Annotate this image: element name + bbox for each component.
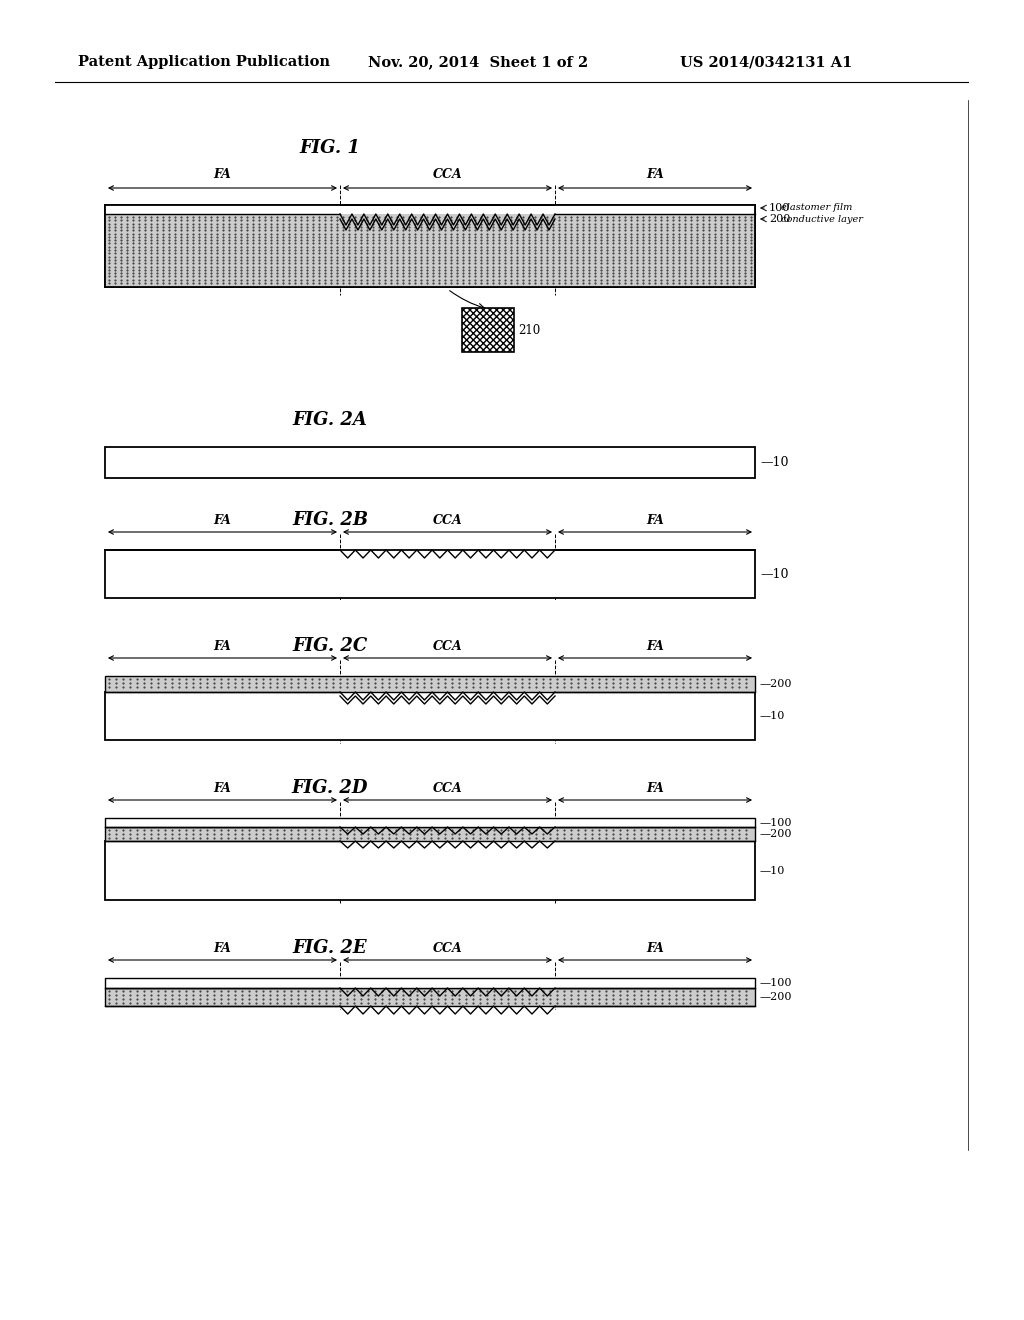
Text: —200: —200 — [760, 993, 793, 1002]
Text: FIG. 2B: FIG. 2B — [292, 511, 368, 529]
Bar — [105, 205, 340, 214]
Text: FIG. 2C: FIG. 2C — [293, 638, 368, 655]
Text: —10: —10 — [760, 866, 785, 875]
Text: —200: —200 — [760, 829, 793, 840]
Text: —200: —200 — [760, 678, 793, 689]
Bar — [105, 205, 755, 286]
Bar — [105, 550, 755, 598]
Text: CCA: CCA — [432, 941, 463, 954]
Bar — [555, 205, 755, 214]
Text: CCA: CCA — [432, 781, 463, 795]
Text: elastomer film: elastomer film — [781, 203, 852, 213]
Bar — [105, 676, 755, 692]
Text: —10: —10 — [760, 568, 788, 581]
Text: FA: FA — [214, 639, 231, 652]
Text: 210: 210 — [518, 323, 541, 337]
Text: Patent Application Publication: Patent Application Publication — [78, 55, 330, 69]
Text: FA: FA — [646, 639, 664, 652]
Text: FIG. 2D: FIG. 2D — [292, 779, 369, 797]
Text: FA: FA — [646, 169, 664, 181]
Text: 100: 100 — [769, 203, 791, 213]
Text: —10: —10 — [760, 455, 788, 469]
Text: FIG. 2E: FIG. 2E — [293, 939, 368, 957]
Text: FA: FA — [646, 781, 664, 795]
Text: FA: FA — [646, 941, 664, 954]
Text: CCA: CCA — [432, 639, 463, 652]
Text: —100: —100 — [760, 978, 793, 987]
Text: FIG. 1: FIG. 1 — [300, 139, 360, 157]
Bar — [105, 828, 755, 841]
Text: CCA: CCA — [432, 169, 463, 181]
Text: FA: FA — [214, 513, 231, 527]
Text: 200: 200 — [769, 214, 791, 224]
Text: FA: FA — [214, 169, 231, 181]
Bar — [105, 447, 755, 478]
Text: FA: FA — [214, 941, 231, 954]
Bar — [105, 987, 755, 1006]
Bar — [462, 308, 514, 352]
Text: conductive layer: conductive layer — [781, 214, 863, 223]
Text: FA: FA — [646, 513, 664, 527]
Bar — [105, 214, 755, 286]
Bar — [105, 692, 755, 741]
Text: FA: FA — [214, 781, 231, 795]
Text: —10: —10 — [760, 711, 785, 721]
Bar — [462, 308, 514, 352]
Text: Nov. 20, 2014  Sheet 1 of 2: Nov. 20, 2014 Sheet 1 of 2 — [368, 55, 588, 69]
Text: CCA: CCA — [432, 513, 463, 527]
Bar — [105, 841, 755, 900]
Text: FIG. 2A: FIG. 2A — [293, 411, 368, 429]
Bar — [105, 978, 755, 987]
Bar — [105, 818, 755, 828]
Text: —100: —100 — [760, 817, 793, 828]
Text: US 2014/0342131 A1: US 2014/0342131 A1 — [680, 55, 852, 69]
